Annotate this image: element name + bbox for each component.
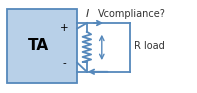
- Text: I: I: [85, 9, 88, 19]
- Text: Vcompliance?: Vcompliance?: [98, 9, 165, 19]
- Bar: [7, 9, 77, 83]
- Text: TA: TA: [27, 38, 48, 53]
- Text: -: -: [63, 58, 66, 68]
- Text: +: +: [60, 23, 69, 33]
- Text: R load: R load: [134, 41, 165, 51]
